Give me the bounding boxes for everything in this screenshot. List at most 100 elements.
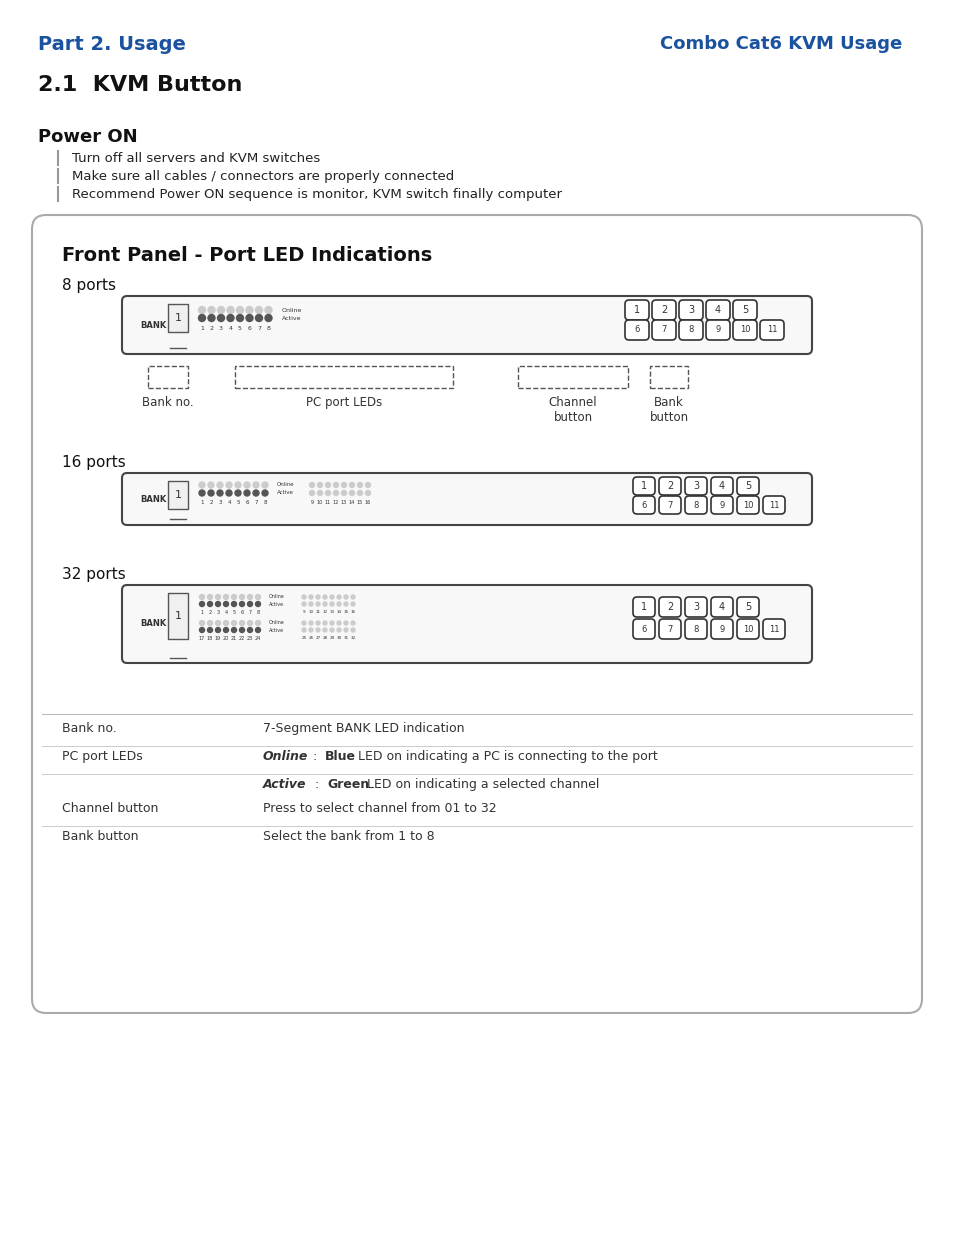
- Text: 27: 27: [315, 636, 320, 640]
- Circle shape: [226, 490, 232, 496]
- FancyBboxPatch shape: [737, 619, 759, 639]
- Text: Online: Online: [263, 750, 308, 763]
- Circle shape: [223, 602, 229, 607]
- Circle shape: [315, 602, 319, 605]
- FancyBboxPatch shape: [737, 477, 759, 494]
- Circle shape: [215, 594, 220, 599]
- Text: 28: 28: [322, 636, 327, 640]
- Text: 12: 12: [322, 610, 327, 614]
- Circle shape: [199, 602, 204, 607]
- Bar: [168, 481, 188, 509]
- FancyBboxPatch shape: [710, 477, 732, 494]
- Circle shape: [317, 491, 322, 496]
- Text: 3: 3: [218, 499, 221, 504]
- Circle shape: [330, 621, 334, 625]
- Text: BANK: BANK: [140, 619, 166, 629]
- Circle shape: [244, 490, 250, 496]
- Circle shape: [255, 594, 260, 599]
- Circle shape: [253, 482, 258, 488]
- FancyBboxPatch shape: [659, 597, 680, 616]
- Text: Channel button: Channel button: [62, 801, 158, 815]
- Circle shape: [223, 620, 229, 625]
- Text: 8 ports: 8 ports: [62, 277, 116, 293]
- Bar: [234, 366, 453, 388]
- Text: 17: 17: [198, 635, 205, 640]
- Text: 11: 11: [315, 610, 320, 614]
- Circle shape: [199, 594, 204, 599]
- Text: Online: Online: [269, 620, 284, 625]
- Text: Part 2. Usage: Part 2. Usage: [38, 35, 186, 54]
- Text: Online: Online: [269, 594, 284, 599]
- Circle shape: [351, 596, 355, 599]
- Text: Front Panel - Port LED Indications: Front Panel - Port LED Indications: [62, 247, 432, 265]
- Text: 1: 1: [640, 481, 646, 491]
- Text: 9: 9: [719, 501, 724, 509]
- FancyBboxPatch shape: [659, 477, 680, 494]
- Circle shape: [223, 594, 229, 599]
- Circle shape: [336, 602, 340, 605]
- FancyBboxPatch shape: [710, 597, 732, 616]
- FancyBboxPatch shape: [633, 597, 655, 616]
- Circle shape: [239, 594, 244, 599]
- Text: 13: 13: [340, 499, 347, 504]
- Circle shape: [198, 314, 205, 322]
- Circle shape: [208, 307, 214, 313]
- Text: Active: Active: [276, 491, 294, 496]
- Text: 29: 29: [329, 636, 335, 640]
- FancyBboxPatch shape: [679, 300, 702, 321]
- Circle shape: [317, 482, 322, 487]
- Circle shape: [247, 620, 253, 625]
- Text: 6: 6: [240, 609, 243, 614]
- Text: Online: Online: [282, 307, 302, 312]
- Text: 22: 22: [238, 635, 245, 640]
- Text: :: :: [311, 778, 323, 792]
- Text: 4: 4: [224, 609, 228, 614]
- Circle shape: [217, 307, 224, 313]
- Circle shape: [344, 596, 348, 599]
- Text: 4: 4: [714, 305, 720, 314]
- Text: 5: 5: [744, 481, 750, 491]
- Text: 5: 5: [233, 609, 235, 614]
- Circle shape: [334, 491, 338, 496]
- Circle shape: [357, 482, 362, 487]
- Circle shape: [309, 621, 313, 625]
- FancyBboxPatch shape: [684, 619, 706, 639]
- FancyBboxPatch shape: [705, 321, 729, 340]
- Text: 1: 1: [200, 326, 204, 330]
- Circle shape: [247, 602, 253, 607]
- Text: 3: 3: [687, 305, 694, 314]
- Circle shape: [239, 628, 244, 633]
- Text: LED on indicating a PC is connecting to the port: LED on indicating a PC is connecting to …: [354, 750, 657, 763]
- Text: 15: 15: [356, 499, 363, 504]
- Text: 2: 2: [208, 609, 212, 614]
- Text: 9: 9: [719, 624, 724, 634]
- Text: Turn off all servers and KVM switches: Turn off all servers and KVM switches: [71, 152, 320, 165]
- Text: 11: 11: [766, 326, 777, 334]
- Circle shape: [265, 314, 272, 322]
- Circle shape: [344, 628, 348, 633]
- Circle shape: [226, 482, 232, 488]
- Text: Bank no.: Bank no.: [62, 723, 116, 735]
- Text: 9: 9: [302, 610, 305, 614]
- Text: 14: 14: [336, 610, 341, 614]
- Text: 2: 2: [666, 481, 673, 491]
- Text: 13: 13: [329, 610, 335, 614]
- FancyBboxPatch shape: [762, 619, 784, 639]
- Circle shape: [255, 620, 260, 625]
- Text: Press to select channel from 01 to 32: Press to select channel from 01 to 32: [263, 801, 497, 815]
- Circle shape: [232, 594, 236, 599]
- Text: 18: 18: [207, 635, 213, 640]
- Circle shape: [315, 628, 319, 633]
- FancyBboxPatch shape: [684, 496, 706, 514]
- Text: Recommend Power ON sequence is monitor, KVM switch finally computer: Recommend Power ON sequence is monitor, …: [71, 187, 561, 201]
- Text: 6: 6: [247, 326, 252, 330]
- Text: 1: 1: [174, 612, 181, 621]
- Text: 8: 8: [266, 326, 270, 330]
- FancyBboxPatch shape: [705, 300, 729, 321]
- Circle shape: [330, 628, 334, 633]
- Text: 10: 10: [742, 501, 753, 509]
- Circle shape: [208, 620, 213, 625]
- FancyBboxPatch shape: [122, 584, 811, 663]
- Text: 6: 6: [245, 499, 249, 504]
- Circle shape: [208, 490, 213, 496]
